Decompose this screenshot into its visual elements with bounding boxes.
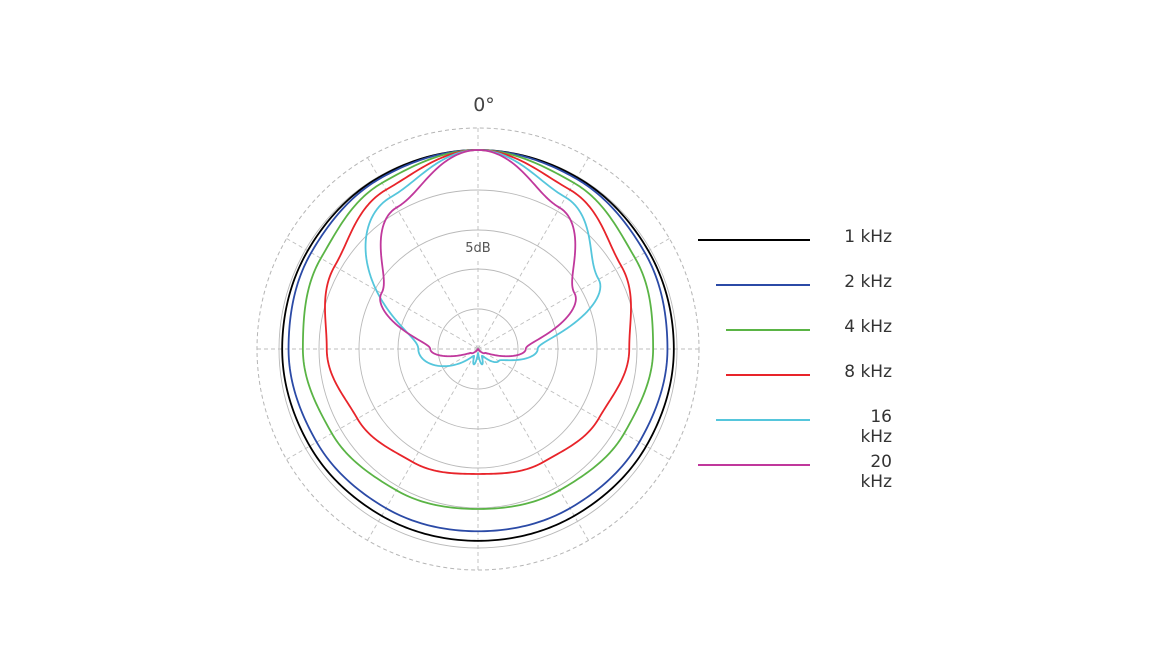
legend-label: 2 kHz xyxy=(844,272,892,292)
grid-spoke xyxy=(477,348,590,542)
angle-0-label: 0° xyxy=(473,94,495,116)
legend-label: 20 kHz xyxy=(860,452,892,492)
legend-label: 4 kHz xyxy=(844,317,892,337)
series-line-3 xyxy=(324,149,632,475)
legend-swatch xyxy=(716,419,810,421)
grid-ring xyxy=(318,189,638,509)
legend-item: 2 kHz xyxy=(690,267,930,312)
legend-item: 16 kHz xyxy=(690,402,930,447)
grid-spoke xyxy=(477,156,590,350)
legend-label: 16 kHz xyxy=(860,407,892,447)
legend: 1 kHz 2 kHz 4 kHz 8 kHz 16 kHz 20 kHz xyxy=(690,222,930,492)
grid-spoke xyxy=(477,237,671,350)
series-line-2 xyxy=(301,149,655,510)
legend-label: 8 kHz xyxy=(844,362,892,382)
grid-spoke xyxy=(366,348,479,542)
legend-swatch xyxy=(698,239,810,241)
grid-spoke xyxy=(477,348,671,461)
grid-spoke xyxy=(285,348,479,461)
legend-item: 20 kHz xyxy=(690,447,930,492)
series-line-1 xyxy=(287,149,669,533)
legend-item: 8 kHz xyxy=(690,357,930,402)
legend-swatch xyxy=(698,464,810,466)
legend-label: 1 kHz xyxy=(844,227,892,247)
grid-spoke xyxy=(285,237,479,350)
radial-scale-label: 5dB xyxy=(456,239,500,259)
series-line-0 xyxy=(281,149,675,542)
series-line-5 xyxy=(379,149,577,358)
legend-item: 4 kHz xyxy=(690,312,930,357)
legend-swatch xyxy=(716,284,810,286)
legend-swatch xyxy=(726,329,810,331)
grid-spoke xyxy=(366,156,479,350)
grid-ring xyxy=(437,308,519,390)
series-line-4 xyxy=(364,149,602,368)
legend-swatch xyxy=(726,374,810,376)
legend-item: 1 kHz xyxy=(690,222,930,267)
